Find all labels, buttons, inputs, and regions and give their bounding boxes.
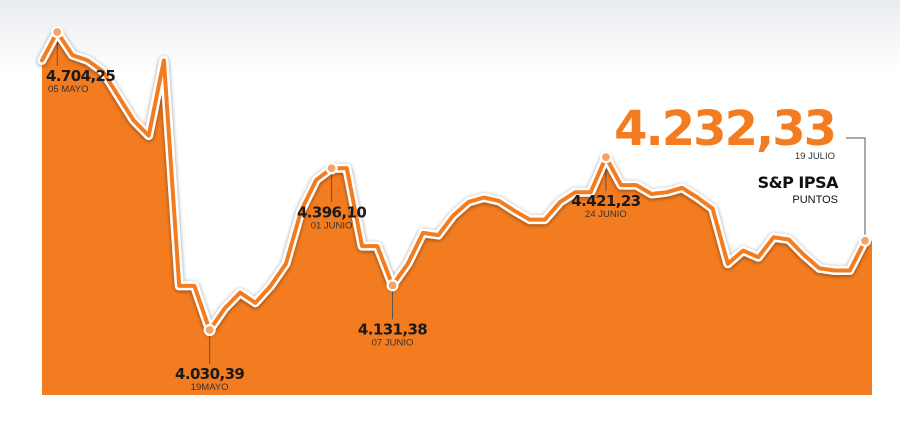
point-markers bbox=[51, 25, 872, 337]
annotation-value: 4.421,23 bbox=[571, 192, 640, 210]
index-unit: PUNTOS bbox=[792, 194, 838, 206]
point-marker bbox=[51, 25, 64, 39]
annotation-value: 4.396,10 bbox=[297, 203, 366, 221]
header-band bbox=[0, 0, 900, 72]
point-marker bbox=[386, 279, 399, 292]
annotation-value: 4.131,38 bbox=[358, 320, 427, 338]
annotation-date: 01 JUNIO bbox=[311, 220, 353, 231]
last-date: 19 JULIO bbox=[795, 151, 835, 162]
index-name: S&P IPSA bbox=[758, 173, 839, 192]
annotation-date: 24 JUNIO bbox=[585, 209, 627, 220]
series-line bbox=[40, 30, 867, 332]
annotation-value: 4.704,25 bbox=[46, 67, 115, 85]
point-marker bbox=[599, 151, 613, 164]
last-value: 4.232,33 bbox=[614, 101, 835, 157]
point-marker bbox=[203, 323, 216, 337]
point-marker bbox=[858, 234, 872, 247]
leader-line bbox=[846, 137, 866, 235]
annotation-value: 4.030,39 bbox=[175, 365, 244, 383]
point-marker bbox=[325, 162, 338, 175]
annotation-date: 05 MAYO bbox=[48, 84, 88, 95]
annotation-date: 19MAYO bbox=[191, 382, 229, 393]
annotation-date: 07 JUNIO bbox=[372, 337, 414, 348]
leader-lines bbox=[56, 37, 866, 364]
